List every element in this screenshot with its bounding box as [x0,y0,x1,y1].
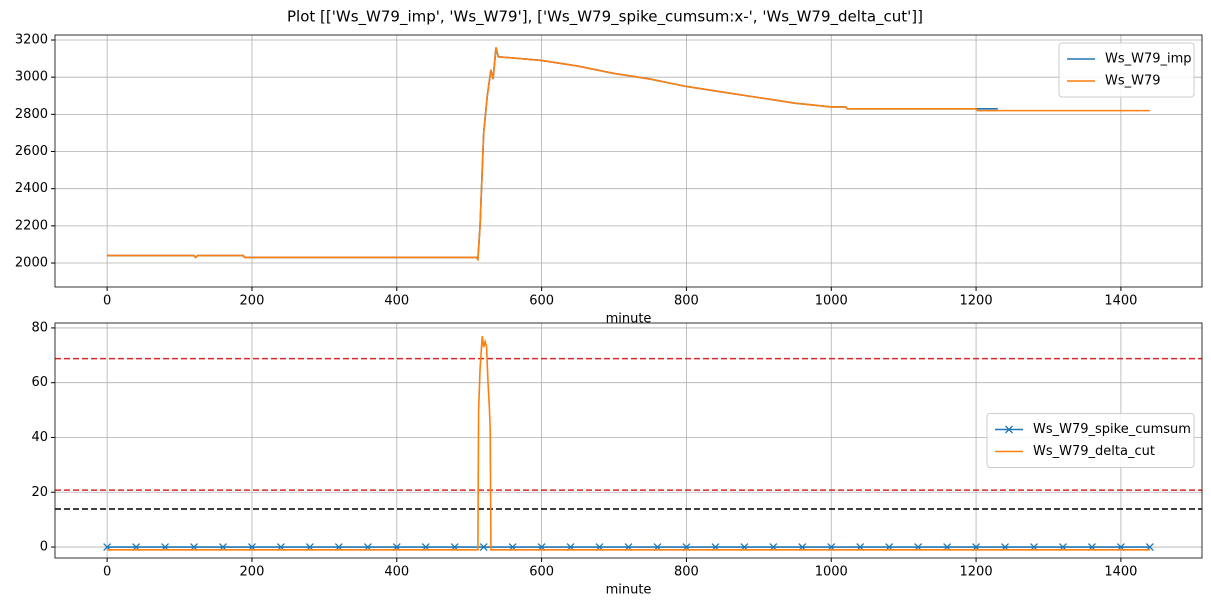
legend-label: Ws_W79_imp [1105,52,1192,67]
y-tick-label: 0 [40,540,48,555]
x-tick-label: 600 [529,565,554,580]
series-line [107,47,1150,262]
legend-marker [1005,425,1013,434]
x-tick-label: 1000 [815,565,848,580]
x-axis-label: minute [606,312,652,327]
y-tick-label: 2200 [15,218,48,233]
x-tick-label: 600 [529,294,554,309]
y-tick-label: 20 [31,485,48,500]
y-tick-label: 60 [31,375,48,390]
x-tick-label: 0 [103,294,111,309]
y-tick-label: 80 [31,320,48,335]
x-tick-label: 1400 [1104,294,1137,309]
y-tick-label: 3200 [15,33,48,48]
legend-label: Ws_W79 [1105,74,1161,89]
figure-title: Plot [['Ws_W79_imp', 'Ws_W79'], ['Ws_W79… [287,8,923,27]
series-line [107,47,998,262]
y-tick-label: 40 [31,430,48,445]
y-tick-label: 2400 [15,181,48,196]
y-tick-label: 2000 [15,256,48,271]
y-tick-label: 3000 [15,70,48,85]
plot-area [107,47,1150,262]
axes-frame [54,34,1203,288]
legend-box [986,413,1195,468]
x-tick-label: 1400 [1104,565,1137,580]
x-tick-label: 1200 [960,294,993,309]
x-tick-label: 200 [240,294,265,309]
y-tick-label: 2800 [15,107,48,122]
legend-label: Ws_W79_spike_cumsum [1033,422,1191,437]
x-tick-label: 0 [103,565,111,580]
marker [479,543,488,552]
x-tick-label: 800 [674,294,699,309]
x-tick-label: 200 [240,565,265,580]
x-tick-label: 400 [384,294,409,309]
x-axis-label: minute [606,583,652,598]
legend-label: Ws_W79_delta_cut [1033,444,1155,459]
y-tick-label: 2600 [15,144,48,159]
x-tick-label: 1000 [815,294,848,309]
series-line [107,336,1150,551]
x-tick-label: 800 [674,565,699,580]
plot-area [55,336,1202,552]
x-tick-label: 1200 [960,565,993,580]
legend-box [1058,42,1195,98]
axes-frame [54,322,1203,559]
x-tick-label: 400 [384,565,409,580]
